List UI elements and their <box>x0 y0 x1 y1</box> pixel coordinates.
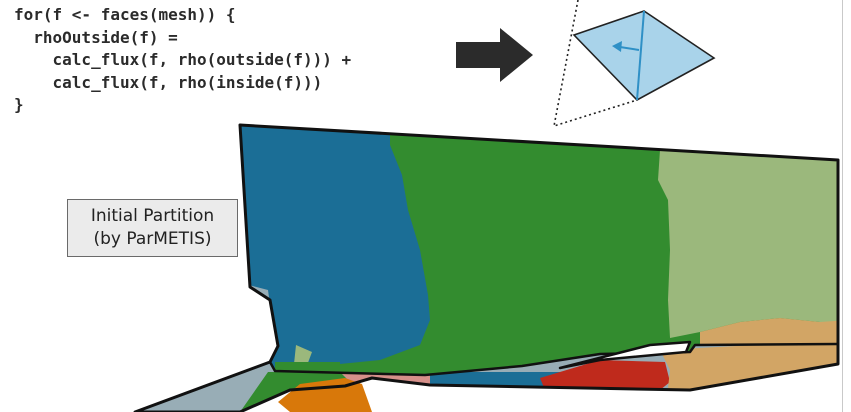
mesh-slot-gap <box>558 340 692 370</box>
partition-light-green <box>658 150 838 338</box>
mesh-inner-boundary <box>268 342 839 377</box>
slide-right-border <box>842 0 843 412</box>
code-line: calc_flux(f, rho(inside(f))) <box>14 72 323 92</box>
label-line-2: (by ParMETIS) <box>93 229 212 249</box>
code-line: calc_flux(f, rho(outside(f))) + <box>14 50 352 69</box>
code-snippet: for(f <- faces(mesh)) { rhoOutside(f) = … <box>14 4 351 117</box>
upper-domain <box>240 125 838 375</box>
partition-blue-lower <box>430 372 560 388</box>
right-arrow-icon <box>456 28 533 82</box>
partition-tan-lower <box>660 344 838 392</box>
partition-red <box>540 360 670 390</box>
code-line: rhoOutside(f) = <box>14 27 178 47</box>
initial-partition-label: Initial Partition (by ParMETIS) <box>67 199 238 257</box>
partition-green-strip <box>275 362 340 372</box>
tetrahedron-face-icon <box>552 0 716 128</box>
code-line: for(f <- faces(mesh)) { <box>14 5 236 24</box>
partition-blue <box>240 125 430 370</box>
code-line: } <box>14 95 24 114</box>
label-line-1: Initial Partition <box>90 206 215 226</box>
mesh-outer-boundary <box>133 123 840 412</box>
